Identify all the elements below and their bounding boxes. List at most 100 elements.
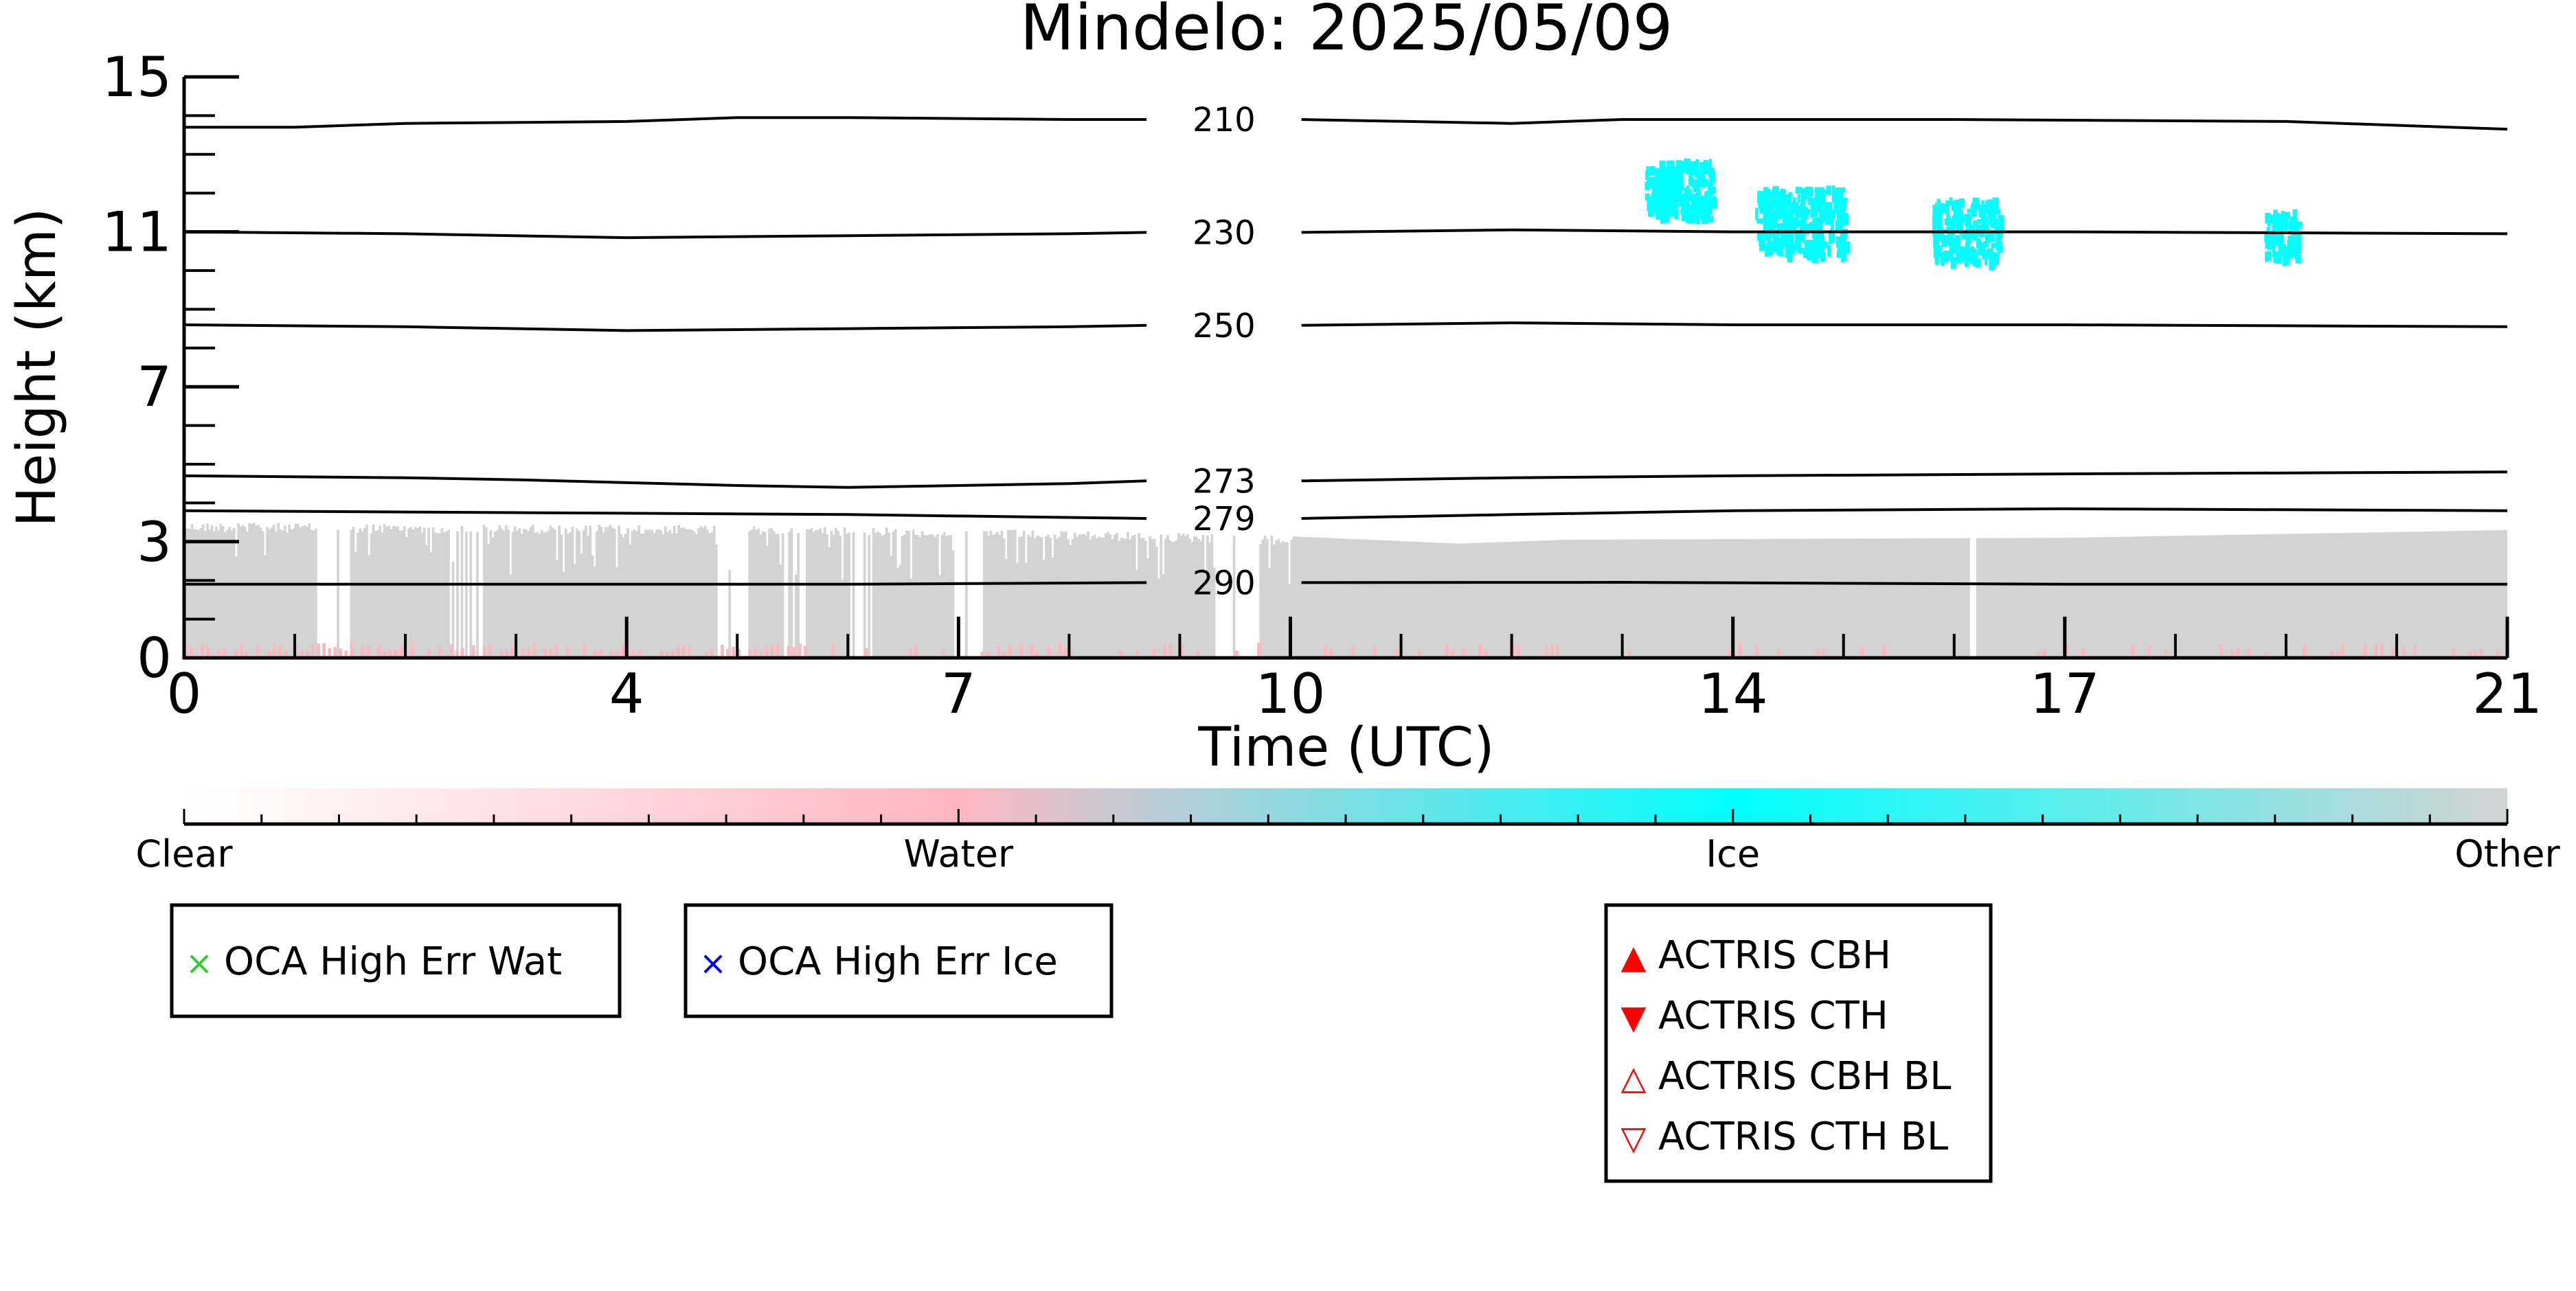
ice-pixel — [1662, 164, 1665, 170]
ice-pixel — [1813, 198, 1820, 205]
other-column — [1184, 536, 1187, 658]
ice-pixel — [1996, 236, 2002, 250]
other-column — [1096, 538, 1098, 658]
other-column — [1538, 540, 1541, 658]
other-column — [2087, 537, 2090, 658]
water-pixel — [411, 642, 414, 656]
water-pixel — [1627, 650, 1631, 656]
other-column — [1841, 538, 1844, 658]
other-column — [863, 532, 866, 658]
other-column — [2111, 537, 2114, 658]
other-column — [883, 534, 886, 658]
ice-cloud — [1755, 185, 1850, 263]
other-column — [2053, 538, 2057, 658]
ice-pixel — [1674, 185, 1678, 198]
ice-pixel — [1778, 238, 1783, 244]
other-column — [226, 529, 229, 658]
other-column — [987, 535, 990, 658]
other-column — [1567, 540, 1570, 658]
colorbar: Clear Water Ice Other — [135, 788, 2560, 876]
ice-pixel — [2281, 211, 2285, 225]
other-column — [2133, 536, 2136, 658]
ice-pixel — [1950, 197, 1953, 202]
other-column — [923, 534, 926, 658]
other-column — [1852, 538, 1855, 658]
ice-pixel — [1819, 193, 1826, 206]
other-column — [1430, 542, 1433, 658]
other-column — [2206, 535, 2209, 658]
other-column — [662, 534, 665, 658]
other-column — [750, 529, 754, 658]
water-pixel — [2164, 650, 2168, 656]
ice-pixel — [2272, 218, 2277, 231]
other-column — [244, 526, 247, 658]
other-column — [398, 530, 402, 658]
other-column — [1357, 539, 1359, 658]
other-column — [224, 532, 227, 658]
water-pixel — [317, 643, 321, 656]
other-column — [500, 528, 504, 658]
other-column — [1458, 543, 1461, 658]
other-column — [2348, 532, 2351, 658]
water-pixel — [681, 646, 686, 656]
colorbar-label: Other — [2454, 832, 2560, 876]
ice-pixel — [1840, 190, 1843, 201]
ice-pixel — [1968, 239, 1972, 244]
other-column — [2385, 532, 2388, 658]
other-column — [2428, 531, 2430, 658]
other-column — [631, 531, 634, 658]
other-column — [1993, 538, 1997, 658]
water-pixel — [190, 647, 193, 656]
ice-cloud — [1655, 158, 1717, 225]
other-column — [759, 534, 762, 658]
ice-pixel — [1832, 190, 1838, 196]
ice-pixel — [1695, 194, 1702, 209]
ice-pixel — [1989, 203, 1994, 214]
ice-pixel — [1941, 233, 1945, 242]
other-column — [1188, 538, 1191, 658]
ice-pixel — [1770, 240, 1778, 251]
water-pixel — [798, 643, 802, 656]
other-column — [2439, 531, 2441, 658]
ice-pixel — [2283, 222, 2289, 229]
ice-pixel — [1968, 247, 1974, 255]
other-column — [1542, 540, 1546, 658]
ice-pixel — [1945, 203, 1948, 215]
other-column — [812, 532, 815, 658]
other-column — [1133, 534, 1136, 658]
ice-pixel — [1833, 203, 1840, 214]
ice-pixel — [1934, 253, 1939, 265]
other-column — [1524, 541, 1528, 658]
ice-pixel — [1835, 236, 1842, 247]
other-column — [1629, 539, 1631, 658]
legend-frame — [683, 903, 1114, 1018]
other-column — [1149, 536, 1151, 658]
other-column — [781, 533, 784, 658]
other-column — [602, 532, 605, 658]
other-column — [1779, 538, 1782, 658]
other-column — [675, 533, 678, 658]
water-pixel — [637, 650, 642, 656]
water-pixel — [499, 651, 503, 656]
other-column — [2024, 538, 2028, 658]
ice-pixel — [1838, 243, 1843, 250]
other-column — [1491, 542, 1495, 658]
other-column — [2410, 532, 2413, 658]
other-column — [2308, 534, 2311, 658]
other-column — [1941, 538, 1944, 658]
ice-pixel — [2285, 212, 2289, 223]
other-column — [1799, 538, 1802, 658]
ice-pixel — [1789, 219, 1793, 233]
other-column — [2341, 533, 2345, 658]
other-column — [1667, 539, 1669, 658]
other-column — [1166, 535, 1169, 658]
other-column — [573, 564, 576, 658]
other-column — [2153, 536, 2156, 658]
ice-pixel — [1763, 213, 1770, 226]
other-column — [2208, 535, 2211, 658]
ice-pixel — [1776, 199, 1780, 209]
other-column — [1421, 542, 1424, 658]
ice-pixel — [1958, 246, 1964, 255]
other-column — [1405, 541, 1408, 658]
other-column — [2489, 530, 2492, 658]
